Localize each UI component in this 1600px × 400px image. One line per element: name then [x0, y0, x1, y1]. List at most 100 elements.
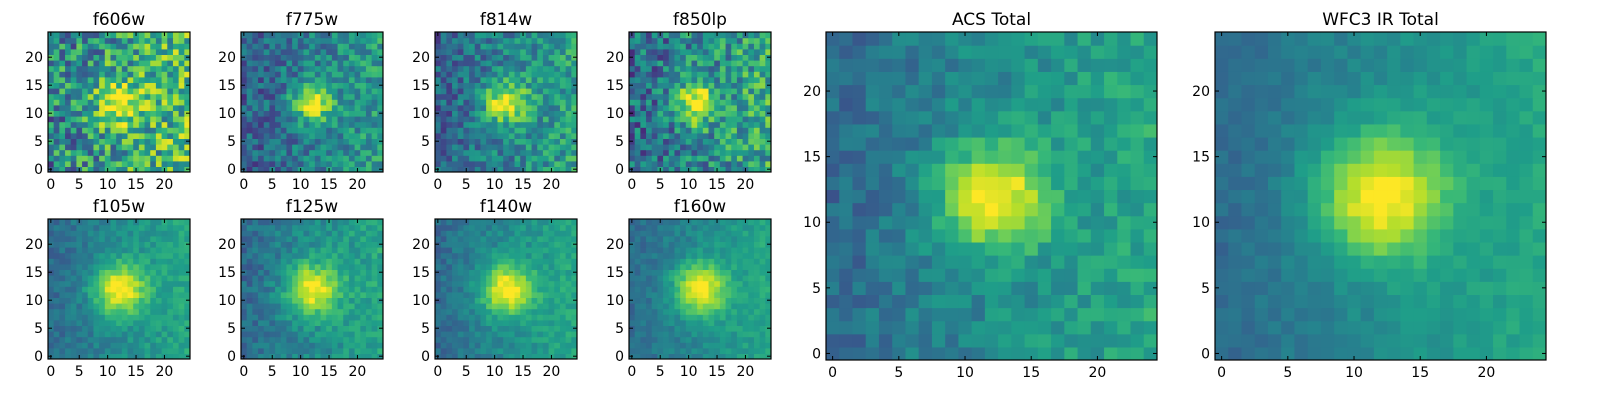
- heatmap-cell: [491, 110, 499, 117]
- heatmap-cell: [93, 258, 100, 265]
- heatmap-cell: [99, 219, 106, 226]
- heatmap-cell: [520, 138, 527, 145]
- heatmap-cell: [127, 235, 134, 242]
- heatmap-cell: [110, 269, 117, 276]
- heatmap-cell: [663, 144, 670, 151]
- heatmap-cell: [144, 241, 151, 248]
- heatmap-cell: [446, 138, 453, 145]
- heatmap-cell: [548, 342, 555, 349]
- heatmap-cell: [474, 32, 482, 39]
- heatmap-cell: [548, 116, 555, 123]
- heatmap-cell: [708, 99, 715, 106]
- heatmap-cell: [508, 325, 516, 332]
- y-tick-label: 0: [227, 162, 236, 178]
- heatmap-cell: [508, 54, 516, 61]
- heatmap-cell: [531, 280, 538, 287]
- heatmap-cell: [691, 54, 698, 61]
- heatmap-cell: [680, 37, 687, 44]
- heatmap-cell: [280, 297, 288, 304]
- heatmap-cell: [65, 325, 72, 332]
- heatmap-cell: [252, 241, 259, 248]
- heatmap-cell: [150, 275, 157, 282]
- heatmap-cell: [663, 347, 670, 354]
- heatmap-cell: [542, 32, 550, 39]
- heatmap-cell: [161, 224, 168, 231]
- heatmap-cell: [634, 166, 641, 172]
- heatmap-cell: [331, 82, 339, 89]
- heatmap-cell: [360, 93, 367, 100]
- heatmap-cell: [110, 347, 117, 354]
- heatmap-cell: [82, 37, 89, 44]
- heatmap-cell: [663, 155, 670, 162]
- heatmap-cell: [87, 54, 95, 61]
- heatmap-cell: [354, 155, 361, 162]
- heatmap-cell: [127, 336, 134, 343]
- heatmap-cell: [303, 144, 310, 151]
- heatmap-cell: [765, 308, 771, 315]
- heatmap-cell: [640, 297, 647, 304]
- heatmap-cell: [354, 252, 361, 259]
- heatmap-cell: [184, 104, 190, 111]
- heatmap-cell: [76, 43, 83, 50]
- heatmap-cell: [167, 342, 174, 349]
- heatmap-cell: [331, 127, 339, 134]
- heatmap-cell: [53, 303, 60, 310]
- heatmap-cell: [133, 54, 140, 61]
- heatmap-cell: [365, 258, 373, 265]
- heatmap-cell: [651, 82, 658, 89]
- heatmap-cell: [110, 88, 117, 95]
- heatmap-cell: [320, 342, 327, 349]
- heatmap-cell: [446, 275, 453, 282]
- heatmap-cell: [150, 60, 157, 67]
- heatmap-cell: [110, 54, 117, 61]
- heatmap-cell: [759, 342, 766, 349]
- heatmap-cell: [629, 331, 636, 338]
- heatmap-cell: [731, 291, 738, 298]
- heatmap-cell: [314, 252, 322, 259]
- heatmap-cell: [246, 303, 253, 310]
- heatmap-cell: [685, 48, 693, 55]
- heatmap-cell: [537, 297, 544, 304]
- heatmap-cell: [133, 155, 140, 162]
- heatmap-cell: [753, 116, 761, 123]
- heatmap-cell: [70, 314, 77, 321]
- heatmap-cell: [360, 88, 367, 95]
- heatmap-cell: [531, 166, 538, 172]
- heatmap-cell: [99, 258, 106, 265]
- heatmap-cell: [269, 155, 276, 162]
- heatmap-cell: [725, 325, 732, 332]
- heatmap-cell: [104, 263, 112, 270]
- heatmap-cell: [759, 331, 766, 338]
- heatmap-cell: [554, 132, 561, 139]
- heatmap-cell: [343, 347, 350, 354]
- heatmap-cell: [765, 132, 771, 139]
- heatmap-cell: [663, 121, 670, 128]
- heatmap-cell: [531, 297, 538, 304]
- heatmap-cell: [172, 342, 180, 349]
- heatmap-cell: [292, 331, 299, 338]
- heatmap-cell: [554, 308, 561, 315]
- heatmap-cell: [565, 43, 572, 50]
- heatmap-cell: [138, 314, 146, 321]
- heatmap-cell: [457, 280, 464, 287]
- heatmap-cell: [138, 88, 146, 95]
- heatmap-cell: [155, 219, 163, 226]
- heatmap-cell: [178, 110, 185, 117]
- heatmap-cell: [314, 303, 322, 310]
- heatmap-cell: [486, 116, 493, 123]
- heatmap-cell: [161, 71, 168, 78]
- heatmap-cell: [435, 342, 442, 349]
- heatmap-cell: [172, 48, 180, 55]
- heatmap-cell: [59, 219, 66, 226]
- heatmap-cell: [503, 353, 510, 359]
- heatmap-cell: [104, 149, 112, 156]
- heatmap-cell: [691, 353, 698, 359]
- heatmap-cell: [474, 235, 482, 242]
- heatmap-cell: [65, 32, 72, 39]
- heatmap-cell: [337, 325, 344, 332]
- heatmap-cell: [252, 116, 259, 123]
- heatmap-cell: [452, 252, 459, 259]
- heatmap-cell: [634, 104, 641, 111]
- heatmap-cell: [753, 144, 761, 151]
- heatmap-cell: [59, 280, 66, 287]
